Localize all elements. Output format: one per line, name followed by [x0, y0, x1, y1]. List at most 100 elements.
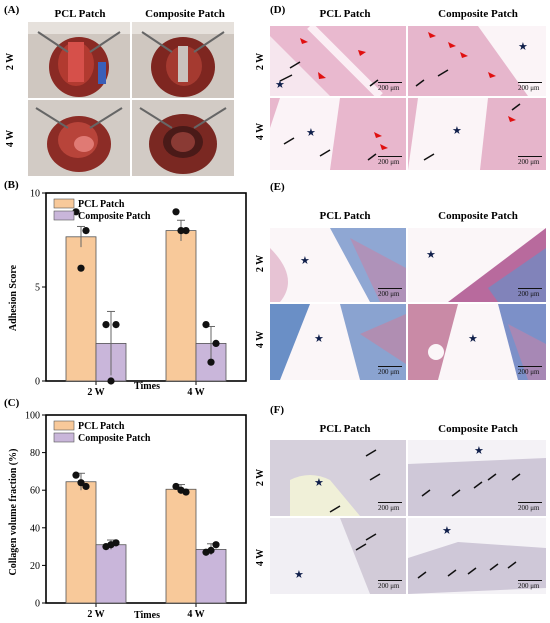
he-composite-2w: ★ 200 μm [408, 26, 546, 96]
x-tick-label: 4 W [187, 387, 204, 395]
data-point [172, 208, 180, 216]
masson-pcl-4w: ★ 200 μm [270, 304, 406, 380]
star-icon: ★ [468, 333, 478, 345]
scale-bar: 200 μm [378, 288, 402, 298]
legend-label: Composite Patch [78, 433, 151, 444]
data-point [102, 321, 110, 329]
panel-e-row-2w: 2 W [255, 254, 267, 273]
y-tick-label: 100 [25, 411, 40, 422]
legend-label: PCL Patch [78, 199, 125, 210]
x-tick-label: 4 W [187, 609, 204, 620]
panel-d-row-2w: 2 W [255, 52, 267, 71]
chart-b-xlabel: Times [134, 381, 160, 392]
data-point [77, 264, 85, 272]
y-tick-label: 20 [30, 561, 40, 572]
photo-composite-4w [132, 100, 234, 176]
panel-e-label: (E) [270, 181, 285, 193]
panel-d-label: (D) [270, 4, 286, 16]
data-point [107, 541, 115, 549]
plot-frame [45, 414, 247, 604]
masson-composite-4w: ★ 200 μm [408, 304, 546, 380]
legend-label: PCL Patch [78, 421, 125, 432]
star-icon: ★ [300, 255, 310, 267]
chart-c-xlabel: Times [134, 610, 160, 621]
bar [165, 230, 197, 382]
bar [65, 481, 97, 604]
y-tick-label: 80 [30, 448, 40, 459]
chart-c-ylabel: Collagen volume fraction (%) [8, 449, 19, 576]
panel-e-col-composite: Composite Patch [438, 210, 518, 222]
panel-f-col-pcl: PCL Patch [319, 423, 371, 435]
bar [95, 544, 127, 604]
legend-label: Composite Patch [78, 211, 151, 222]
y-tick-label: 0 [35, 377, 40, 388]
masson-composite-2w: ★ 200 μm [408, 228, 546, 302]
scale-bar: 200 μm [518, 288, 542, 298]
data-point [207, 358, 215, 366]
bar [195, 549, 227, 604]
x-tick-label: 2 W [87, 387, 104, 395]
legend-swatch [53, 198, 75, 209]
he-pcl-2w: ★ 200 μm [270, 26, 406, 96]
chart-b-ylabel: Adhesion Score [8, 264, 19, 331]
bar [165, 488, 197, 604]
data-point [82, 227, 90, 235]
panel-f-label: (F) [270, 404, 285, 416]
scale-bar: 200 μm [378, 156, 402, 166]
legend-swatch [53, 432, 75, 443]
star-icon: ★ [442, 525, 452, 537]
star-icon: ★ [294, 569, 304, 581]
panel-a-label: (A) [4, 4, 20, 16]
photo-composite-2w [132, 22, 234, 98]
data-point [202, 321, 210, 329]
y-tick-label: 5 [35, 283, 40, 294]
star-icon: ★ [426, 249, 436, 261]
star-icon: ★ [474, 445, 484, 457]
data-point [212, 339, 220, 347]
scale-bar: 200 μm [518, 366, 542, 376]
star-icon: ★ [275, 79, 285, 91]
panel-c-label: (C) [4, 397, 20, 409]
scale-bar: 200 μm [378, 366, 402, 376]
y-tick-label: 10 [30, 189, 40, 200]
chart-b: Adhesion Score Times 0 5 10 2 W 4 W PCL Patch… [8, 189, 247, 395]
data-point [172, 482, 180, 491]
panel-a-row-2w: 2 W [5, 52, 17, 71]
scale-bar: 200 μm [378, 502, 402, 512]
panel-d-col-pcl: PCL Patch [319, 8, 371, 20]
data-point [112, 321, 120, 329]
data-point [72, 471, 80, 479]
star-icon: ★ [452, 125, 462, 137]
ihc-pcl-4w: ★ 200 μm [270, 518, 406, 594]
chart-c: Collagen volume fraction (%) Times 0 20 40… [8, 411, 247, 621]
bar [65, 236, 97, 382]
he-pcl-4w: ★ 200 μm [270, 98, 406, 170]
star-icon: ★ [314, 477, 324, 489]
ihc-composite-4w: ★ 200 μm [408, 518, 546, 594]
data-point [177, 227, 185, 235]
data-point [182, 227, 190, 235]
data-point [82, 482, 90, 491]
panel-f-row-2w: 2 W [255, 468, 267, 487]
data-point [77, 479, 85, 487]
ihc-composite-2w: ★ 200 μm [408, 440, 546, 516]
photo-pcl-4w [28, 100, 130, 176]
ihc-pcl-2w: ★ 200 μm [270, 440, 406, 516]
scale-bar: 200 μm [518, 580, 542, 590]
y-tick-label: 0 [35, 599, 40, 610]
y-tick-label: 60 [30, 486, 40, 497]
scale-bar: 200 μm [378, 82, 402, 92]
y-tick-label: 40 [30, 523, 40, 534]
star-icon: ★ [518, 41, 528, 53]
data-point [107, 377, 115, 385]
panel-a-col-composite: Composite Patch [145, 8, 225, 20]
panel-f-col-composite: Composite Patch [438, 423, 518, 435]
panel-d-col-composite: Composite Patch [438, 8, 518, 20]
panel-b-label: (B) [4, 179, 19, 191]
panel-e-col-pcl: PCL Patch [319, 210, 371, 222]
scale-bar: 200 μm [378, 580, 402, 590]
panel-e-row-4w: 4 W [255, 330, 267, 349]
panel-a-row-4w: 4 W [5, 129, 17, 148]
